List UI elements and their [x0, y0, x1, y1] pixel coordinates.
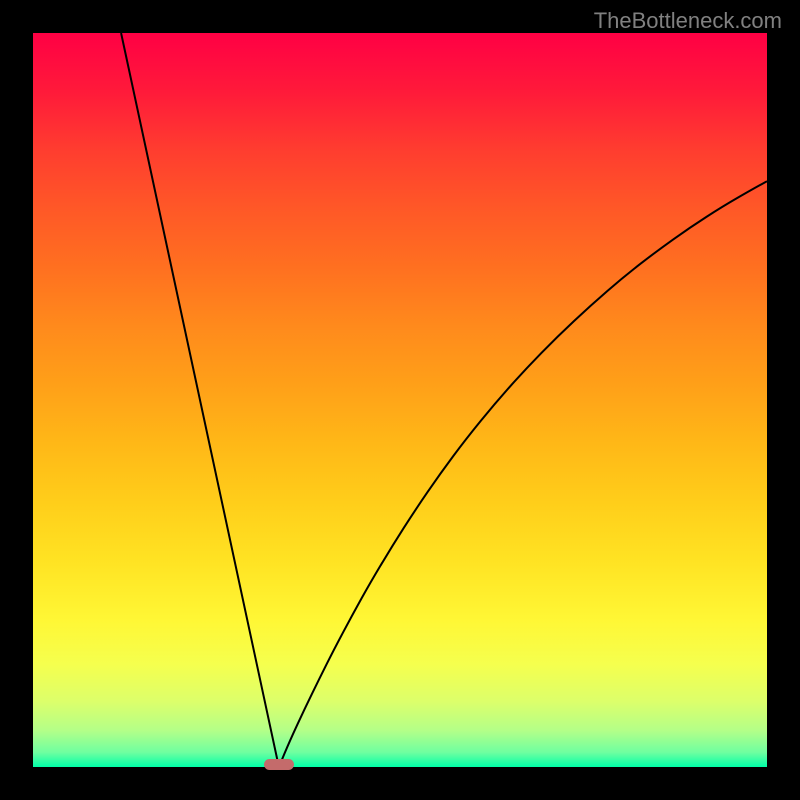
optimal-point-marker	[264, 759, 294, 770]
watermark-text: TheBottleneck.com	[594, 8, 782, 34]
plot-area	[33, 33, 767, 767]
bottleneck-curve	[33, 33, 767, 767]
